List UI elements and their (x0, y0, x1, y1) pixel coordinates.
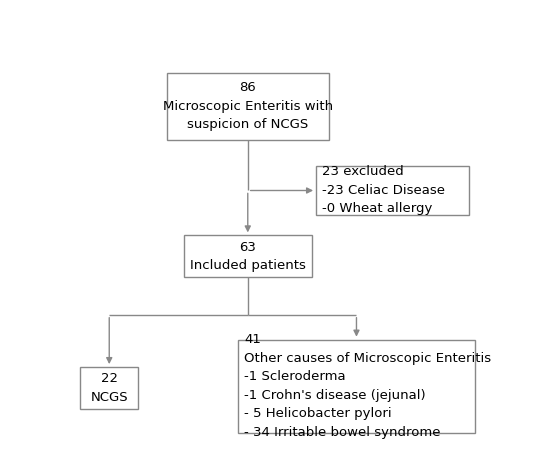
FancyBboxPatch shape (80, 367, 138, 409)
Text: 41
Other causes of Microscopic Enteritis
-1 Scleroderma
-1 Crohn's disease (jeju: 41 Other causes of Microscopic Enteritis… (244, 333, 491, 439)
FancyBboxPatch shape (238, 340, 475, 433)
Text: 22
NCGS: 22 NCGS (90, 372, 128, 404)
FancyBboxPatch shape (316, 166, 470, 215)
FancyBboxPatch shape (184, 235, 312, 277)
Text: 86
Microscopic Enteritis with
suspicion of NCGS: 86 Microscopic Enteritis with suspicion … (163, 81, 333, 132)
Text: 63
Included patients: 63 Included patients (190, 240, 306, 272)
FancyBboxPatch shape (167, 73, 329, 140)
Text: 23 excluded
-23 Celiac Disease
-0 Wheat allergy: 23 excluded -23 Celiac Disease -0 Wheat … (322, 165, 445, 216)
